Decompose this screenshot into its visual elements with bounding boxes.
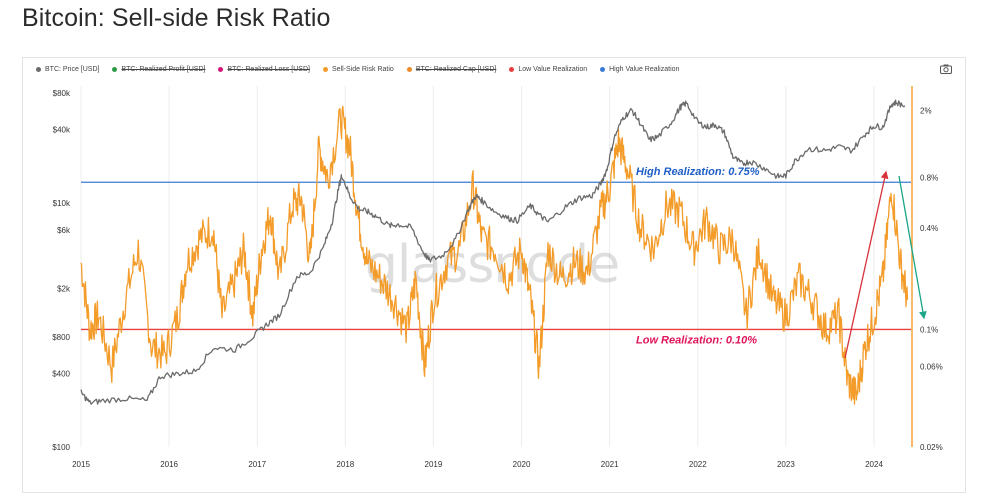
left-tick-label: $800 — [52, 333, 70, 342]
trend-arrow-up — [844, 170, 889, 359]
legend-label: High Value Realization — [609, 65, 680, 73]
right-tick-label: 0.02% — [920, 443, 943, 452]
legend-dot-icon — [112, 66, 118, 72]
series-line-btc-price — [80, 99, 906, 405]
x-tick-label: 2023 — [777, 460, 795, 469]
right-tick-label: 0.8% — [920, 174, 938, 183]
legend-label: Sell-Side Risk Ratio — [331, 65, 394, 73]
x-tick-label: 2016 — [160, 460, 178, 469]
x-tick-label: 2020 — [513, 460, 531, 469]
right-tick-label: 0.4% — [920, 224, 938, 233]
left-tick-label: $6k — [57, 226, 71, 235]
x-tick-label: 2019 — [425, 460, 443, 469]
left-tick-label: $40k — [53, 126, 71, 135]
x-tick-label: 2018 — [336, 460, 354, 469]
left-tick-label: $2k — [57, 284, 71, 293]
legend-dot-icon — [218, 66, 224, 72]
x-tick-label: 2017 — [248, 460, 266, 469]
legend-item-0[interactable]: BTC: Price [USD] — [36, 66, 99, 73]
legend-label: BTC: Realized Loss [USD] — [227, 65, 310, 73]
legend-dot-icon — [600, 66, 606, 72]
annotation-high-realization: High Realization: 0.75% — [636, 166, 760, 178]
legend-item-1[interactable]: BTC: Realized Profit [USD] — [112, 66, 205, 73]
legend-item-2[interactable]: BTC: Realized Loss [USD] — [218, 65, 310, 73]
right-tick-label: 0.06% — [920, 363, 943, 372]
legend-item-4[interactable]: BTC: Realized Cap [USD] — [406, 65, 497, 73]
right-tick-label: 0.1% — [920, 325, 938, 334]
legend-label: Low Value Realization — [518, 65, 588, 73]
right-tick-label: 2% — [920, 107, 932, 116]
left-tick-label: $400 — [52, 370, 70, 379]
legend-dot-icon — [406, 66, 412, 72]
page-title: Bitcoin: Sell-side Risk Ratio — [22, 4, 331, 32]
series-line-sell-side-risk-ratio — [80, 105, 909, 405]
legend-dot-icon — [509, 66, 515, 72]
legend-label: BTC: Price [USD] — [45, 65, 100, 73]
legend-label: BTC: Realized Profit [USD] — [121, 65, 206, 73]
legend-item-5[interactable]: Low Value Realization — [509, 66, 587, 73]
left-tick-label: $10k — [53, 199, 71, 208]
annotation-low-realization: Low Realization: 0.10% — [636, 334, 757, 346]
legend-dot-icon — [36, 66, 41, 72]
chart-legend: BTC: Price [USD] BTC: Realized Profit [US… — [36, 63, 692, 75]
legend-label: BTC: Realized Cap [USD] — [415, 65, 497, 73]
x-tick-label: 2022 — [689, 460, 707, 469]
camera-icon[interactable] — [940, 64, 952, 74]
trend-arrow-down — [898, 175, 927, 320]
x-tick-label: 2015 — [72, 460, 90, 469]
legend-item-6[interactable]: High Value Realization — [600, 66, 679, 73]
legend-dot-icon — [322, 66, 328, 72]
x-tick-label: 2021 — [601, 460, 619, 469]
x-tick-label: 2024 — [865, 460, 883, 469]
legend-item-3[interactable]: Sell-Side Risk Ratio — [322, 65, 394, 73]
left-tick-label: $80k — [53, 89, 71, 98]
left-tick-label: $100 — [52, 443, 70, 452]
chart-card — [22, 57, 966, 493]
